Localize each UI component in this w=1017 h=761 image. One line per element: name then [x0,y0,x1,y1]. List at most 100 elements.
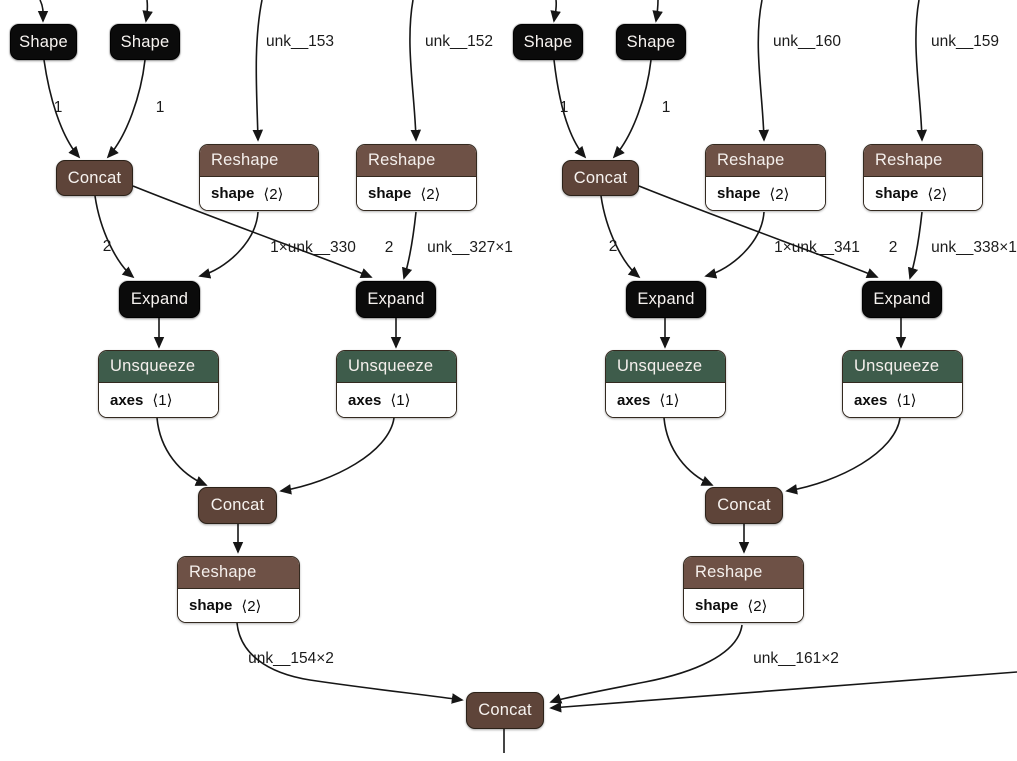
edge-label-1: 1 [155,99,165,116]
attr-name: axes [617,391,651,409]
node-unsqueeze-1[interactable]: Unsqueeze axes ⟨1⟩ [98,350,219,418]
node-attribute: shape ⟨2⟩ [864,177,982,210]
node-reshape-1[interactable]: Reshape shape ⟨2⟩ [199,144,319,211]
node-reshape-5[interactable]: Reshape shape ⟨2⟩ [177,556,300,623]
node-shape-2[interactable]: Shape [110,24,180,60]
node-concat-mid-left[interactable]: Concat [198,487,277,524]
edge-reshape1-expand1 [198,211,259,279]
node-reshape-6[interactable]: Reshape shape ⟨2⟩ [683,556,804,623]
node-title: Reshape [357,145,476,177]
node-title: Unsqueeze [99,351,218,383]
node-expand-3[interactable]: Expand [626,281,706,318]
node-title: Reshape [178,557,299,589]
node-unsqueeze-4[interactable]: Unsqueeze axes ⟨1⟩ [842,350,963,418]
attr-name: axes [854,391,888,409]
attr-value: ⟨1⟩ [390,392,411,409]
attr-value: ⟨2⟩ [420,185,441,203]
node-attribute: axes ⟨1⟩ [337,383,456,417]
edge-label-shape-out: unk__154×2 [248,650,334,667]
attr-value: ⟨2⟩ [927,185,948,203]
edge-concatR-expand3 [600,195,641,279]
edge-unsqueeze2-concat [279,417,395,495]
edge-unsqueeze1-concat [156,417,208,486]
node-concat-bottom[interactable]: Concat [466,692,544,729]
edge-reshape6-concatB [549,624,743,704]
edge-input-160 [757,0,770,142]
edge-concatL-expand1 [94,195,135,279]
edge-label-input: unk__152 [424,33,494,50]
edge-input-159 [915,0,928,142]
edge-label-2: 2 [384,239,394,256]
edge-label-input: unk__160 [772,33,842,50]
node-reshape-3[interactable]: Reshape shape ⟨2⟩ [705,144,826,211]
node-shape-4[interactable]: Shape [616,24,686,60]
edge-unsqueeze3-concat [663,417,714,486]
edge-into-shape-4 [652,0,663,23]
node-reshape-4[interactable]: Reshape shape ⟨2⟩ [863,144,983,211]
edge-into-shape-3 [550,0,561,23]
edge-label-1: 1 [661,99,671,116]
edge-shape3-concat [553,59,587,159]
attr-value: ⟨2⟩ [769,185,790,203]
edge-label-shape-out: unk__161×2 [753,650,839,667]
node-attribute: shape ⟨2⟩ [706,177,825,210]
node-attribute: axes ⟨1⟩ [99,383,218,417]
node-expand-4[interactable]: Expand [862,281,942,318]
attr-name: shape [368,185,412,202]
edge-label-shape-out: unk__338×1 [931,239,1017,256]
edge-unsqueeze4-concat [785,417,901,495]
node-attribute: shape ⟨2⟩ [200,177,318,210]
attr-value: ⟨1⟩ [896,392,917,409]
attr-value: ⟨1⟩ [152,392,173,409]
node-unsqueeze-3[interactable]: Unsqueeze axes ⟨1⟩ [605,350,726,418]
edge-label-input: unk__153 [265,33,335,50]
attr-name: shape [695,597,739,614]
edge-label-1: 1 [559,99,569,116]
edge-input-152 [409,0,422,142]
node-expand-1[interactable]: Expand [119,281,200,318]
node-attribute: shape ⟨2⟩ [178,589,299,622]
node-concat-right[interactable]: Concat [562,160,639,196]
node-title: Unsqueeze [606,351,725,383]
node-title: Reshape [706,145,825,177]
node-shape-3[interactable]: Shape [513,24,583,60]
edge-label-input: unk__159 [930,33,1000,50]
attr-name: axes [110,391,144,409]
node-attribute: axes ⟨1⟩ [606,383,725,417]
edge-shape4-concat [612,59,652,159]
node-concat-left[interactable]: Concat [56,160,133,196]
edge-label-shape-out: unk__327×1 [427,239,513,256]
edge-label-shape-out: 1×unk__330 [270,239,356,256]
node-attribute: shape ⟨2⟩ [357,177,476,210]
node-title: Reshape [684,557,803,589]
edge-input-153 [252,0,264,142]
edge-label-1: 1 [53,99,63,116]
edge-into-shape-2 [142,0,153,23]
edge-reshape3-expand3 [704,211,765,279]
node-reshape-2[interactable]: Reshape shape ⟨2⟩ [356,144,477,211]
attr-name: shape [717,185,761,202]
edge-label-2: 2 [888,239,898,256]
edge-into-shape-1 [37,0,49,23]
edge-label-2: 2 [608,238,618,255]
attr-value: ⟨2⟩ [263,185,284,203]
edge-label-shape-out: 1×unk__341 [774,239,860,256]
edge-reshape4-expand4 [908,211,923,280]
node-title: Unsqueeze [337,351,456,383]
node-attribute: shape ⟨2⟩ [684,589,803,622]
node-title: Unsqueeze [843,351,962,383]
attr-value: ⟨2⟩ [241,597,262,615]
node-title: Reshape [200,145,318,177]
node-unsqueeze-2[interactable]: Unsqueeze axes ⟨1⟩ [336,350,457,418]
attr-value: ⟨1⟩ [659,392,680,409]
node-expand-2[interactable]: Expand [356,281,436,318]
attr-name: axes [348,391,382,409]
attr-value: ⟨2⟩ [747,597,768,615]
node-title: Reshape [864,145,982,177]
node-concat-mid-right[interactable]: Concat [705,487,783,524]
edge-reshape2-expand2 [402,211,417,280]
node-shape-1[interactable]: Shape [10,24,77,60]
node-attribute: axes ⟨1⟩ [843,383,962,417]
edge-label-2: 2 [102,238,112,255]
